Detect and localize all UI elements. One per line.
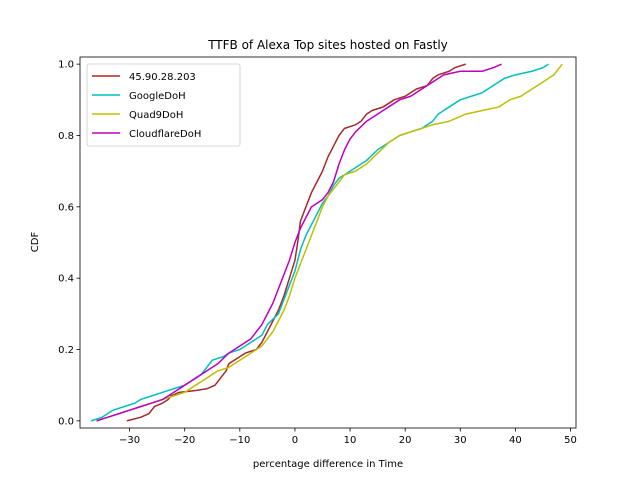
y-tick-label: 1.0 [58,60,74,71]
y-axis: 0.0 0.2 0.4 0.6 0.8 1.0 [58,60,80,427]
x-axis: −30 −20 −10 0 10 20 30 40 50 [119,428,577,446]
series-line-1 [90,63,549,422]
plot-area [79,56,577,429]
y-tick-label: 0.2 [58,345,74,356]
y-axis-label: CDF [30,232,41,253]
series-line-2 [96,63,563,422]
x-tick-label: 30 [454,435,467,446]
x-tick-label: 20 [399,435,412,446]
y-tick-label: 0.8 [58,131,74,142]
legend-label-2: Quad9DoH [129,110,183,121]
legend-label-3: CloudflareDoH [129,129,201,140]
y-tick-label: 0.4 [58,274,74,285]
legend-label-0: 45.90.28.203 [129,72,196,83]
x-tick-label: 10 [344,435,357,446]
x-tick-label: 0 [292,435,298,446]
series-line-0 [126,63,467,422]
legend-box [86,63,241,147]
legend-label-1: GoogleDoH [129,91,186,102]
x-tick-label: −10 [229,435,250,446]
legend: 45.90.28.203 GoogleDoH Quad9DoH CloudflareD… [86,63,241,147]
x-tick-label: −30 [119,435,140,446]
x-tick-label: 40 [509,435,522,446]
chart-title: TTFB of Alexa Top sites hosted on Fastly [207,38,448,52]
x-tick-label: −20 [174,435,195,446]
x-tick-label: 50 [564,435,577,446]
series-line-3 [96,63,502,422]
y-tick-label: 0.0 [58,416,74,427]
y-tick-label: 0.6 [58,202,74,213]
x-axis-label: percentage difference in Time [253,459,403,470]
